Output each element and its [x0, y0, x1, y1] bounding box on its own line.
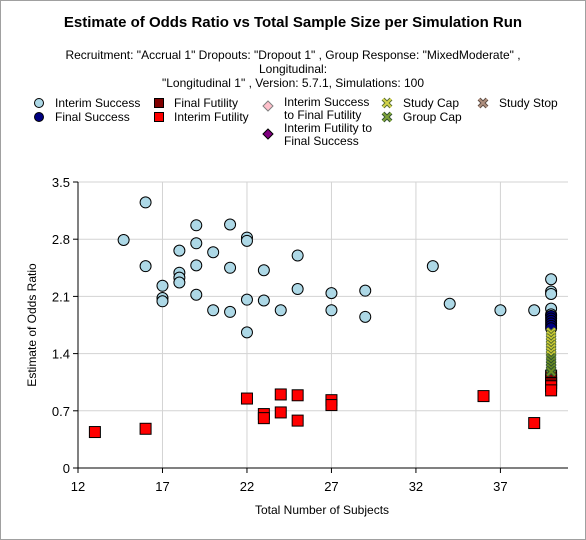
- point-interim-success: [224, 261, 237, 274]
- point-interim-futility: [274, 406, 287, 419]
- point-interim-success: [257, 264, 270, 277]
- x-tick-label: 37: [493, 479, 507, 494]
- point-interim-futility: [88, 426, 101, 439]
- point-interim-futility: [545, 384, 558, 397]
- point-interim-success: [528, 304, 541, 317]
- point-interim-success: [545, 287, 558, 300]
- point-interim-success: [257, 294, 270, 307]
- point-interim-futility: [274, 388, 287, 401]
- point-interim-success: [156, 279, 169, 292]
- legend-label-final-success: Final Success: [55, 110, 130, 124]
- legend-label-interim-success-to-final-futility: Interim Success to Final Futility: [284, 95, 370, 122]
- legend-symbol-group-cap: [381, 111, 393, 123]
- point-interim-success: [426, 260, 439, 273]
- subtitle-line-2: "Longitudinal 1" , Version: 5.7.1, Simul…: [161, 76, 425, 90]
- point-interim-futility: [528, 417, 541, 430]
- point-interim-futility: [139, 422, 152, 435]
- point-interim-success: [139, 260, 152, 273]
- point-interim-success: [325, 304, 338, 317]
- legend-label-study-cap: Study Cap: [403, 96, 460, 110]
- y-axis-label: Estimate of Odds Ratio: [25, 263, 39, 387]
- x-tick-label: 32: [409, 479, 423, 494]
- legend-symbol-study-cap: [381, 97, 393, 109]
- point-interim-success: [240, 293, 253, 306]
- point-interim-futility: [477, 390, 490, 403]
- point-group-cap: [545, 366, 557, 377]
- legend-symbol-interim-futility: [154, 112, 164, 122]
- point-interim-success: [325, 287, 338, 300]
- point-interim-success: [291, 249, 304, 262]
- point-interim-success: [207, 304, 220, 317]
- y-tick-label: 2.8: [52, 232, 70, 247]
- legend-label-final-futility: Final Futility: [174, 96, 239, 110]
- x-axis-label: Total Number of Subjects: [255, 503, 389, 517]
- chart-title: Estimate of Odds Ratio vs Total Sample S…: [63, 14, 523, 31]
- point-interim-futility: [291, 414, 304, 427]
- y-tick-label: 2.1: [52, 289, 70, 304]
- y-tick-label: 0: [63, 461, 70, 476]
- legend-label-study-stop: Study Stop: [499, 96, 558, 110]
- point-interim-success: [207, 246, 220, 259]
- chart-subtitle: Recruitment: "Accrual 1" Dropouts: "Drop…: [30, 48, 556, 90]
- point-interim-success: [359, 310, 372, 323]
- point-interim-success: [224, 218, 237, 231]
- point-interim-success: [359, 284, 372, 297]
- point-interim-success: [117, 234, 130, 247]
- point-interim-success: [240, 234, 253, 247]
- y-tick-label: 1.4: [52, 347, 70, 362]
- x-tick-label: 22: [240, 479, 254, 494]
- y-tick-label: 0.7: [52, 404, 70, 419]
- point-interim-success: [173, 276, 186, 289]
- point-interim-success: [156, 295, 169, 308]
- point-interim-success: [224, 305, 237, 318]
- point-interim-success: [545, 273, 558, 286]
- point-interim-success: [190, 259, 203, 272]
- point-interim-success: [274, 304, 287, 317]
- legend-symbol-interim-futility-to-final-success: [262, 128, 274, 140]
- point-interim-futility: [325, 399, 338, 412]
- point-interim-success: [190, 288, 203, 301]
- legend-symbol-final-futility: [154, 98, 164, 108]
- legend-label-group-cap: Group Cap: [403, 110, 462, 124]
- point-interim-success: [291, 283, 304, 296]
- legend-label-interim-futility: Interim Futility: [174, 110, 249, 124]
- y-tick-label: 3.5: [52, 175, 70, 190]
- point-interim-success: [443, 297, 456, 310]
- subtitle-line-1: Recruitment: "Accrual 1" Dropouts: "Drop…: [65, 48, 521, 76]
- point-interim-success: [494, 304, 507, 317]
- legend-symbol-study-stop: [477, 97, 489, 109]
- point-interim-futility: [257, 412, 270, 425]
- point-interim-success: [139, 196, 152, 209]
- legend-symbol-final-success: [34, 112, 44, 122]
- legend-label-interim-futility-to-final-success: Interim Futility to Final Success: [284, 121, 373, 148]
- point-interim-success: [240, 326, 253, 339]
- legend-symbol-interim-success-to-final-futility: [262, 100, 274, 112]
- point-interim-success: [190, 219, 203, 232]
- legend-label-interim-success: Interim Success: [55, 96, 141, 110]
- point-interim-futility: [240, 392, 253, 405]
- point-interim-futility: [291, 389, 304, 402]
- legend-symbol-interim-success: [34, 98, 44, 108]
- x-tick-label: 12: [71, 479, 85, 494]
- x-tick-label: 27: [324, 479, 338, 494]
- x-tick-label: 17: [155, 479, 169, 494]
- point-interim-success: [190, 237, 203, 250]
- point-interim-success: [173, 244, 186, 257]
